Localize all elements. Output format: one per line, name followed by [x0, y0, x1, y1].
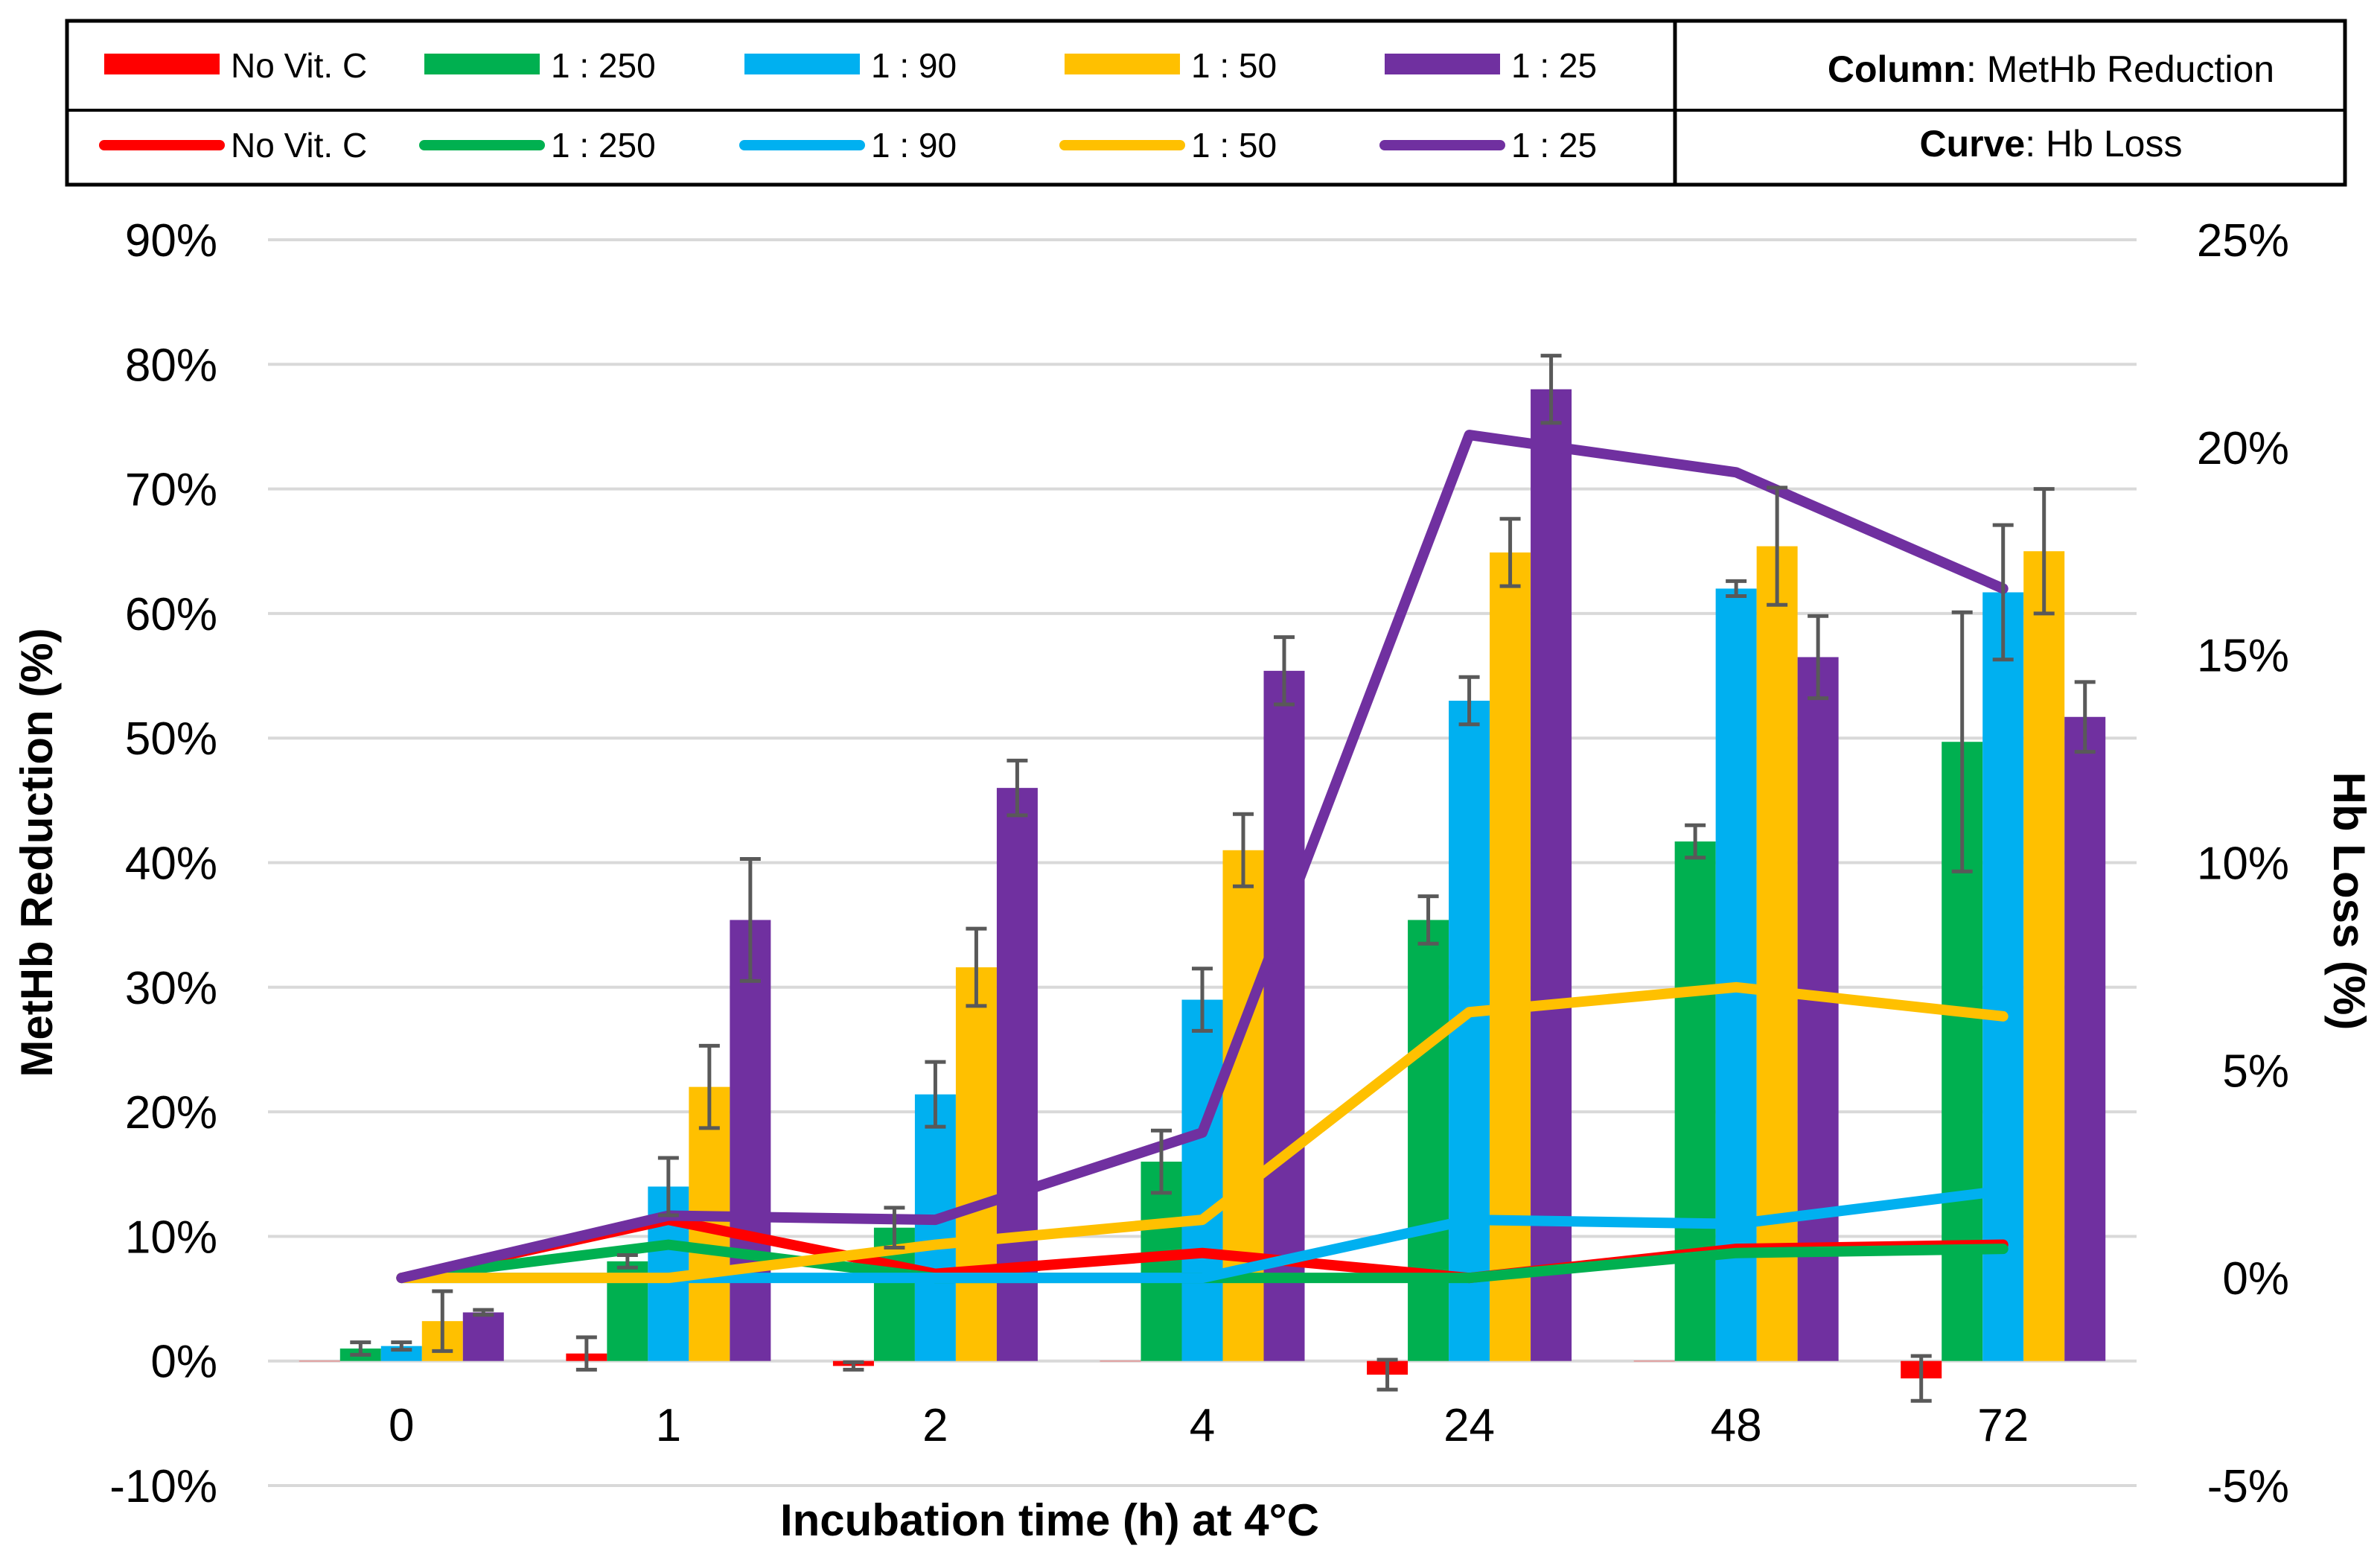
x-tick-label: 48	[1711, 1400, 1762, 1451]
x-tick-label: 4	[1190, 1400, 1215, 1451]
legend-column-swatch	[1385, 54, 1500, 74]
legend-curve-title: Curve: Hb Loss	[1920, 123, 2183, 165]
left-tick-label: 10%	[125, 1212, 217, 1263]
bar	[730, 920, 771, 1361]
legend-column-key: Column	[1828, 48, 1966, 90]
x-tick-label: 0	[389, 1400, 414, 1451]
left-tick-label: 0%	[150, 1337, 217, 1388]
legend-column-label: No Vit. C	[231, 46, 367, 85]
bar	[1715, 588, 1757, 1361]
legend-column-title: Column: MetHb Reduction	[1828, 48, 2274, 90]
bar	[1181, 999, 1223, 1361]
left-tick-label: 50%	[125, 713, 217, 765]
bar	[1674, 841, 1716, 1361]
bar	[1222, 850, 1264, 1361]
bar	[1449, 701, 1490, 1361]
bar	[1408, 920, 1449, 1361]
bar	[1633, 1360, 1675, 1362]
legend-column-label: 1 : 90	[871, 46, 957, 85]
bar	[1100, 1360, 1141, 1362]
legend-column-sep: :	[1966, 48, 1987, 90]
x-axis-ticks: 0 1 2 4 24 48 72	[389, 1400, 2029, 1451]
legend-column-label: 1 : 25	[1511, 46, 1597, 85]
right-tick-label: -5%	[2207, 1461, 2289, 1512]
lines	[396, 430, 2009, 1284]
legend-column-swatch	[744, 54, 860, 74]
left-tick-label: 30%	[125, 963, 217, 1014]
left-axis-ticks: -10% 0% 10% 20% 30% 40% 50% 60% 70% 80% 90%	[109, 215, 217, 1512]
left-tick-label: 20%	[125, 1087, 217, 1139]
right-tick-label: 5%	[2222, 1045, 2289, 1097]
bar	[1263, 670, 1305, 1361]
y-axis-label-right: Hb Loss (%)	[2324, 772, 2374, 1031]
legend-column-row: No Vit. C 1 : 250 1 : 90 1 : 50 1 : 25	[104, 46, 1597, 85]
legend-curve-row: No Vit. C 1 : 250 1 : 90 1 : 50 1 : 25	[99, 126, 1597, 165]
legend-column-swatch	[424, 54, 540, 74]
bar	[1531, 389, 1572, 1361]
bar	[2064, 716, 2106, 1361]
right-tick-label: 20%	[2197, 423, 2289, 474]
left-tick-label: 80%	[125, 340, 217, 391]
legend-curve-label: No Vit. C	[231, 126, 367, 165]
bar	[2023, 551, 2065, 1361]
series-line	[396, 981, 2009, 1284]
legend-curve-label: 1 : 50	[1191, 126, 1277, 165]
bar	[299, 1360, 340, 1362]
x-tick-label: 24	[1443, 1400, 1495, 1451]
bar	[1756, 546, 1798, 1361]
left-tick-label: 40%	[125, 838, 217, 890]
y-axis-label-left: MetHb Reduction (%)	[12, 628, 62, 1077]
legend-column-value: MetHb Reduction	[1987, 48, 2274, 90]
legend-curve-key: Curve	[1920, 123, 2026, 165]
x-tick-label: 2	[922, 1400, 948, 1451]
legend-column-swatch	[1065, 54, 1180, 74]
legend-column-label: 1 : 250	[551, 46, 656, 85]
legend-curve-label: 1 : 250	[551, 126, 656, 165]
bar-error-bars	[350, 354, 2096, 1403]
bar	[1490, 552, 1531, 1361]
legend-curve-value: Hb Loss	[2046, 123, 2182, 165]
left-tick-label: 60%	[125, 589, 217, 640]
right-axis-ticks: -5% 0% 5% 10% 15% 20% 25%	[2197, 215, 2289, 1512]
left-tick-label: -10%	[109, 1461, 217, 1512]
legend-curve-sep: :	[2025, 123, 2046, 165]
legend-curve-label: 1 : 90	[871, 126, 957, 165]
x-tick-label: 72	[1977, 1400, 2029, 1451]
bar	[914, 1094, 956, 1361]
bars	[299, 389, 2106, 1379]
bar	[955, 967, 997, 1361]
right-tick-label: 10%	[2197, 838, 2289, 890]
legend-curve-label: 1 : 25	[1511, 126, 1597, 165]
x-axis-label: Incubation time (h) at 4°C	[780, 1495, 1319, 1545]
legend-box	[65, 19, 2347, 187]
legend-column-label: 1 : 50	[1191, 46, 1277, 85]
bar	[1982, 592, 2024, 1361]
left-tick-label: 90%	[125, 215, 217, 267]
bar	[462, 1312, 504, 1361]
right-tick-label: 15%	[2197, 631, 2289, 682]
x-tick-label: 1	[656, 1400, 681, 1451]
right-tick-label: 25%	[2197, 215, 2289, 267]
right-tick-label: 0%	[2222, 1253, 2289, 1305]
left-tick-label: 70%	[125, 465, 217, 516]
legend-column-swatch	[104, 54, 220, 74]
legend: No Vit. C 1 : 250 1 : 90 1 : 50 1 : 25 No Vi…	[65, 19, 2347, 187]
